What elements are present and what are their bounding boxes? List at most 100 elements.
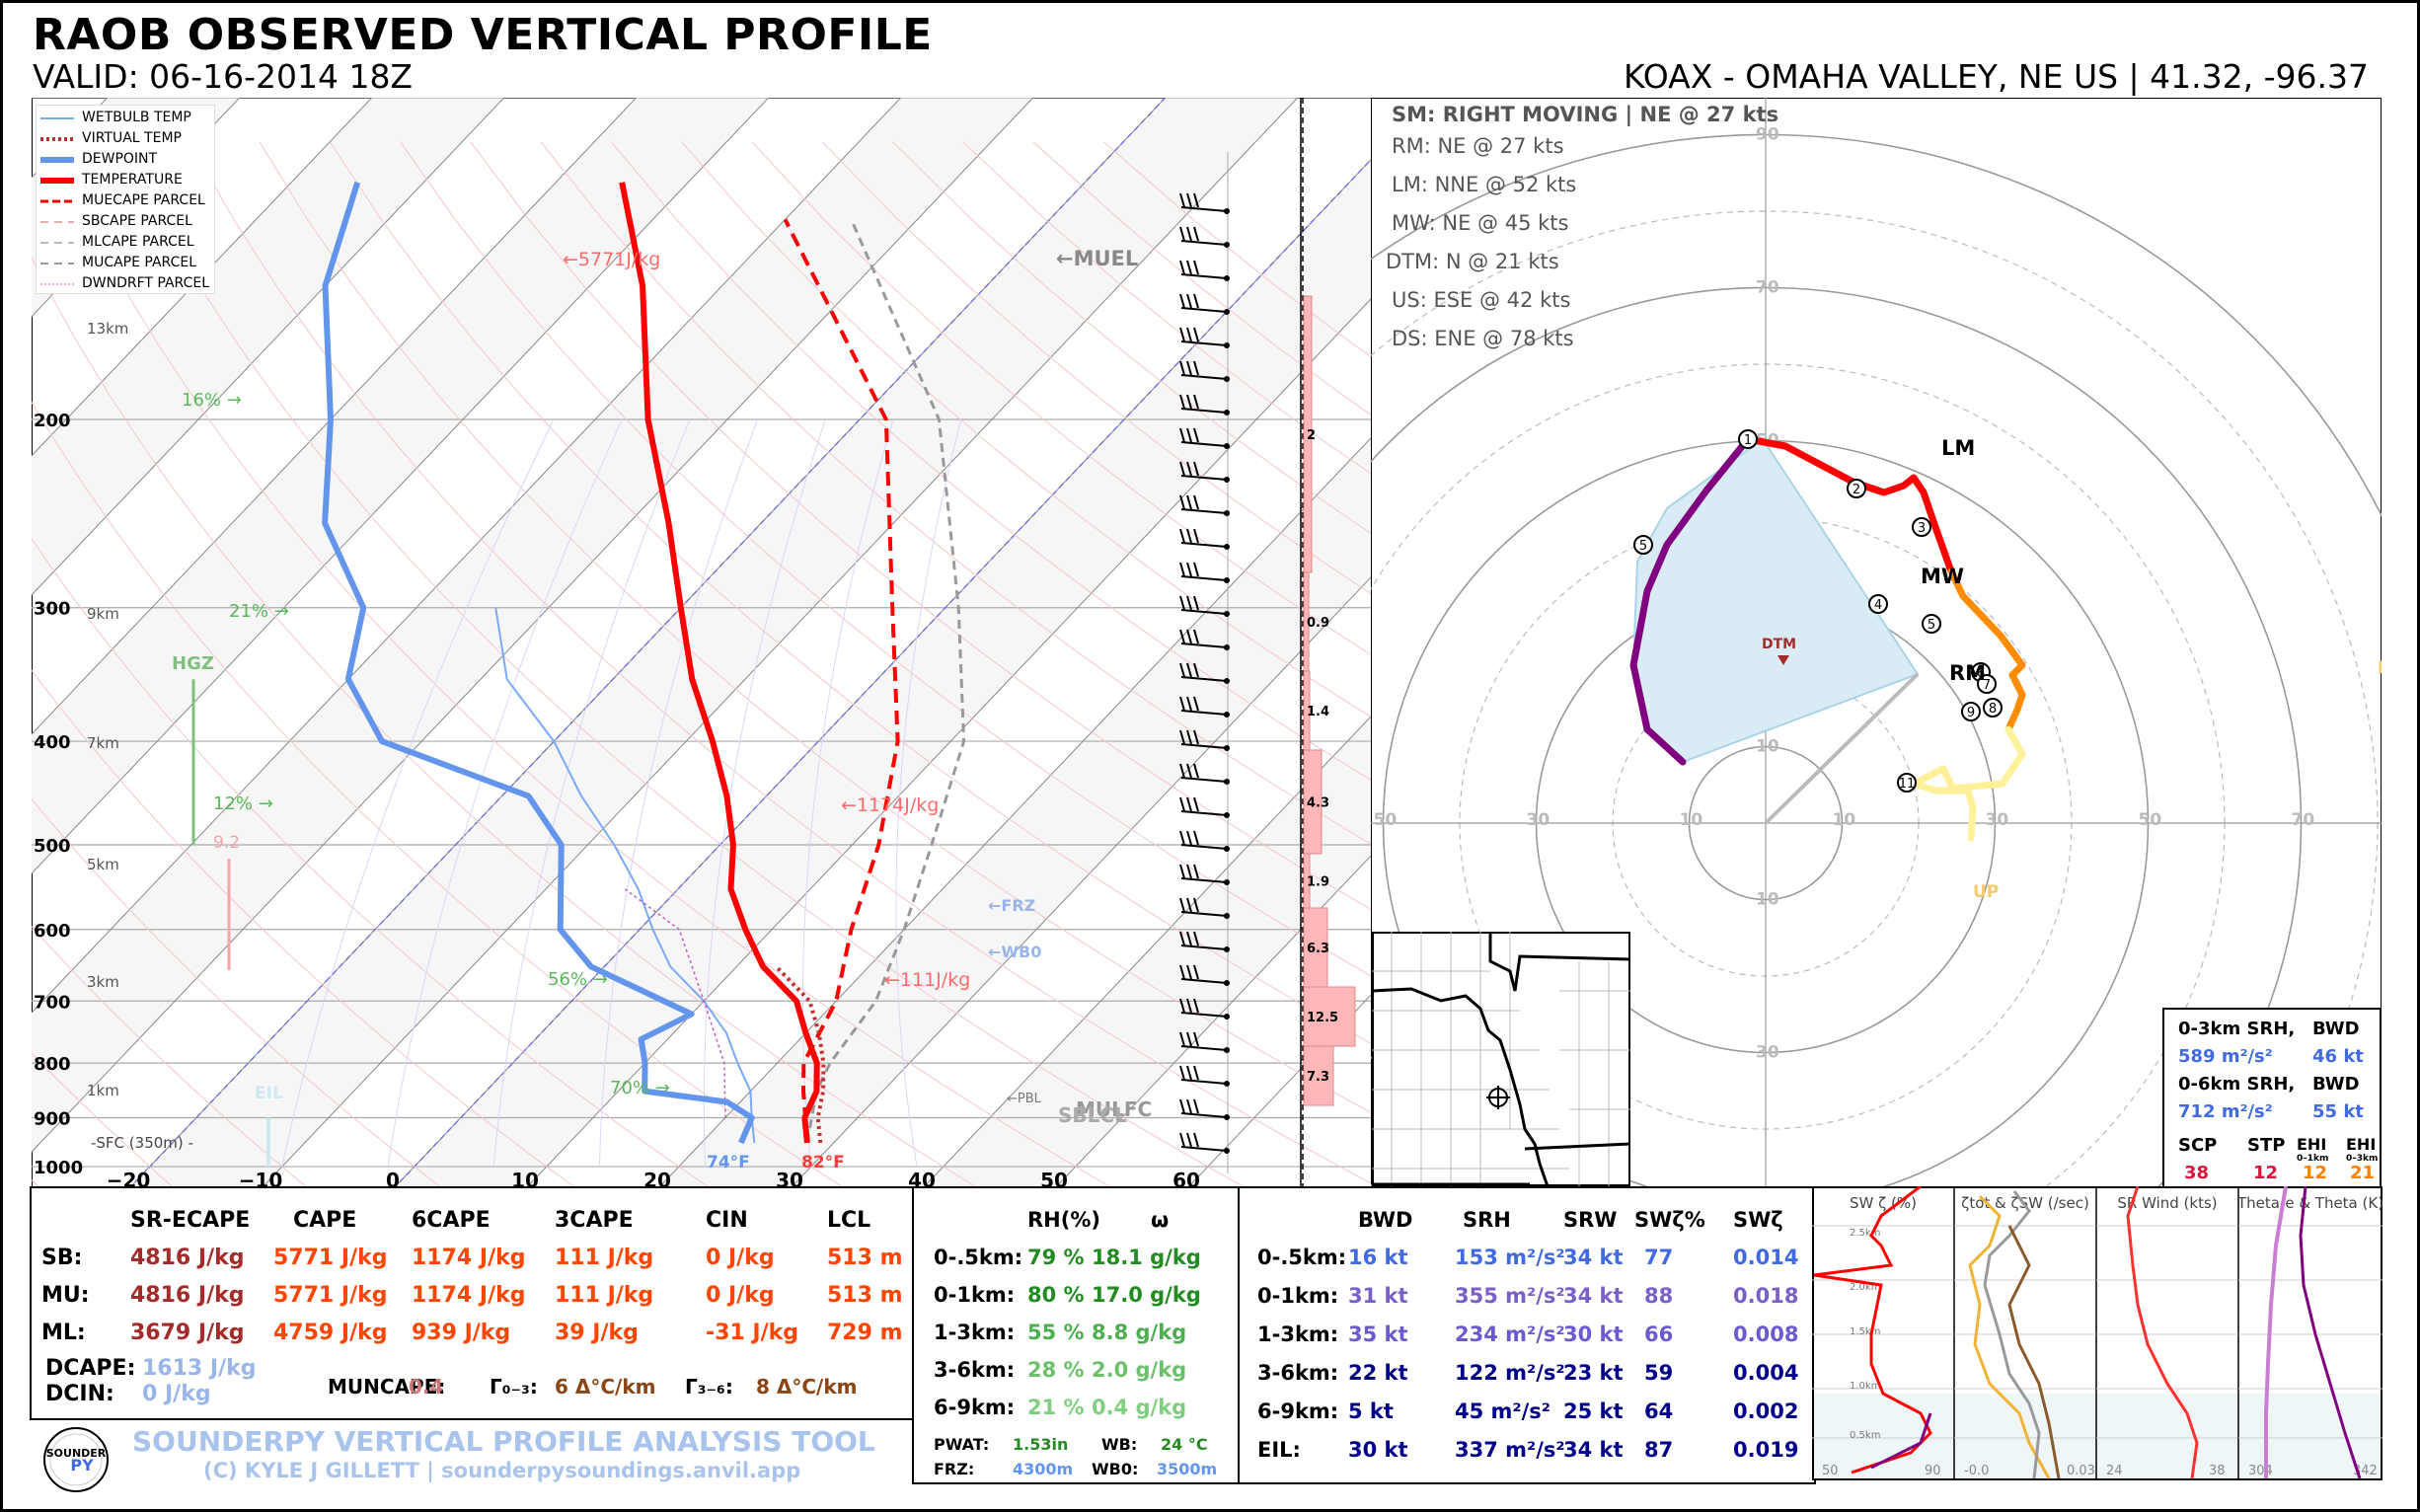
table-cell: 0 J/kg	[706, 1283, 775, 1308]
wind-barb-staff	[1180, 340, 1228, 346]
mixing-ratio-cell: 8.8 g/kg	[1092, 1321, 1187, 1344]
legend-label: SBCAPE PARCEL	[82, 213, 192, 229]
wind-barb-flag	[1186, 998, 1192, 1014]
wind-barb-flag	[1186, 327, 1192, 342]
wind-barb-flag	[1186, 293, 1192, 309]
wind-barb-flag	[1179, 427, 1185, 443]
wind-barb-flag	[1179, 864, 1185, 879]
dewpoint-line	[322, 181, 755, 1145]
table-cell: 34 kt	[1563, 1438, 1624, 1462]
ring-label: 70	[2292, 810, 2315, 830]
dry-adiabat	[259, 141, 1372, 1114]
wind-barb-flag	[1179, 562, 1185, 577]
row-label: 3-6km:	[934, 1358, 1016, 1382]
km-marker	[1738, 429, 1758, 449]
wind-barb-flag	[1186, 226, 1192, 242]
p-tick-label: 400	[34, 732, 71, 753]
wind-barb-staff	[1180, 911, 1228, 917]
cape-annotation: ←1174J/kg	[841, 794, 940, 816]
km-marker-label: 4	[1874, 598, 1882, 613]
logo-text: SOUNDER	[46, 1447, 107, 1460]
ring-label: 50	[2139, 810, 2162, 830]
row-label: 1-3km:	[1257, 1323, 1339, 1346]
wind-barb-flag	[1179, 696, 1185, 712]
wind-barb-flag	[1179, 226, 1185, 242]
wind-barb-flag	[1193, 1132, 1199, 1148]
km-marker	[1633, 535, 1653, 555]
wb0-label: ←WB0	[988, 943, 1042, 961]
wind-barb-flag	[1186, 964, 1192, 980]
moist-adiabat	[598, 418, 759, 1168]
rh-label: 16% →	[182, 390, 242, 411]
x-tick-label: 40	[908, 1169, 936, 1189]
storm-motion-us: US: ESE @ 42 kts	[1392, 288, 1571, 312]
p-tick-label: 600	[34, 921, 71, 942]
storm-motion-dtm: DTM: N @ 21 kts	[1386, 250, 1559, 273]
legend-swatch	[40, 242, 74, 244]
dry-adiabat	[118, 141, 1248, 1189]
temperature-line	[619, 182, 820, 1144]
row-label: 6-9km:	[1257, 1399, 1339, 1423]
ring-label: 30	[1756, 1043, 1779, 1063]
wind-barb-flag	[1179, 327, 1185, 342]
ring-label: 10	[1833, 810, 1856, 830]
wind-barb-flag	[1179, 964, 1185, 980]
table-cell: 122 m²/s²	[1455, 1361, 1565, 1385]
wind-barb-flag	[1186, 864, 1192, 879]
dtm-marker	[1777, 655, 1789, 665]
wb-label: WB:	[1101, 1435, 1138, 1454]
wind-barb-flag	[1193, 897, 1199, 913]
wind-barb-staff	[1180, 441, 1228, 447]
km-marker-label: 11	[1899, 777, 1916, 792]
lapse03-label: Γ₀₋₃:	[490, 1375, 538, 1399]
table-cell: 4759 J/kg	[273, 1321, 388, 1345]
stp-value: 12	[2253, 1163, 2279, 1183]
wind-barb-staff	[1180, 475, 1228, 481]
muel-label: ←MUEL	[1056, 247, 1139, 270]
pbl-label: ←PBL	[1007, 1092, 1041, 1106]
panel-title: SW ζ (%)	[1850, 1194, 1917, 1212]
mulfc-label: MULFC	[1076, 1097, 1153, 1121]
dcin-label: DCIN:	[45, 1382, 114, 1406]
km-label: 1km	[87, 1082, 119, 1099]
table-cell: 0.004	[1733, 1361, 1799, 1385]
wind-barb-flag	[1186, 629, 1192, 644]
dry-adiabat	[189, 141, 1372, 1184]
wind-barb-flag	[1179, 796, 1185, 812]
frz-label: FRZ:	[934, 1460, 975, 1478]
ehi01-value: 12	[2303, 1163, 2328, 1183]
table-cell: 39 J/kg	[555, 1321, 639, 1345]
table-cell: 3679 J/kg	[130, 1321, 245, 1345]
ehi-label: EHI	[2346, 1135, 2377, 1154]
moisture-table: RH(%) ω 0-.5km: 79 % 18.1 g/kg 0-1km: 80 % 17…	[912, 1186, 1242, 1484]
wind-barb-flag	[1193, 562, 1199, 577]
x-tick-label: −20	[107, 1169, 151, 1189]
hodo-trace-0-1km	[1629, 435, 1752, 766]
km-marker-label: 5	[1928, 618, 1935, 633]
x-tick-label: 20	[643, 1169, 671, 1189]
wind-barb-flag	[1186, 830, 1192, 846]
frz-value: 4300m	[1013, 1460, 1074, 1478]
col-header: SR-ECAPE	[130, 1208, 251, 1233]
row-label: MU:	[41, 1283, 90, 1308]
p-tick-label: 700	[34, 992, 71, 1013]
valid-time: VALID: 06-16-2014 18Z	[33, 57, 414, 96]
wind-barb-flag	[1193, 629, 1199, 644]
table-cell: 355 m²/s²	[1455, 1284, 1565, 1308]
hodo-trace-6-9km	[1910, 725, 2026, 842]
wind-barb-staff	[1180, 273, 1228, 279]
wind-barb-flag	[1186, 696, 1192, 712]
swz-line-low	[1870, 1412, 1932, 1470]
theta-line	[2264, 1186, 2288, 1478]
table-cell: 77	[1644, 1246, 1674, 1269]
wind-barb-flag	[1193, 226, 1199, 242]
inflow-bar-label: 12.5	[1307, 1011, 1338, 1025]
mixing-ratio-cell: 18.1 g/kg	[1092, 1246, 1201, 1269]
wind-barb-staff	[1180, 240, 1228, 246]
table-cell: 111 J/kg	[555, 1283, 654, 1308]
table-cell: 1174 J/kg	[412, 1283, 526, 1308]
table-cell: 153 m²/s²	[1455, 1246, 1565, 1269]
row-label: 6-9km:	[934, 1396, 1016, 1419]
inflow-bar	[1303, 986, 1356, 1047]
